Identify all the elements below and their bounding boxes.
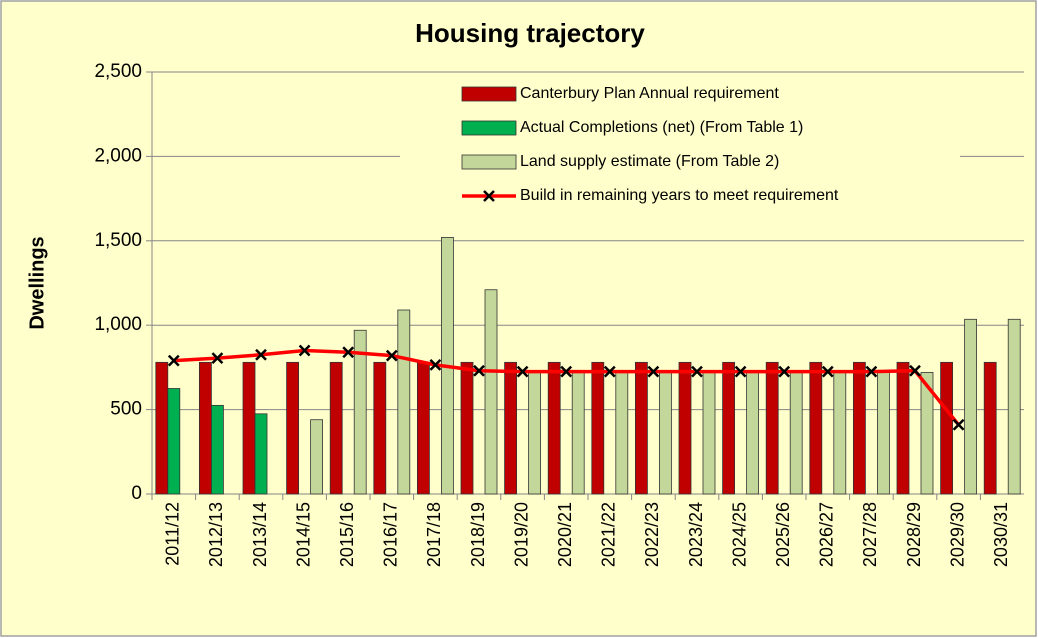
bar (853, 361, 866, 495)
bar (155, 361, 169, 495)
bar (373, 361, 387, 495)
marker (647, 365, 660, 378)
bar (286, 361, 300, 495)
bar (789, 372, 803, 495)
x-tick-label: 2011/12 (163, 502, 183, 566)
marker (167, 354, 180, 367)
x-tick-label: 2027/28 (860, 502, 880, 567)
legend-marker (483, 190, 495, 202)
marker (429, 358, 442, 371)
bar (809, 361, 823, 495)
marker (560, 365, 573, 378)
bar (678, 361, 692, 495)
chart-title: Housing trajectory (415, 18, 645, 48)
bar (964, 318, 977, 495)
bar (353, 329, 367, 495)
bar (460, 361, 474, 495)
x-tick-label: 2023/24 (686, 502, 706, 567)
bar (833, 372, 847, 495)
marker (734, 365, 747, 378)
x-tick-label: 2029/30 (947, 502, 967, 567)
bar (397, 309, 411, 495)
marker (778, 365, 791, 378)
bar (940, 361, 953, 495)
marker (473, 364, 485, 377)
x-tick-label: 2019/20 (511, 502, 531, 567)
y-tick-label: 2,500 (94, 61, 142, 82)
bar (167, 388, 181, 495)
bar (254, 413, 268, 495)
y-axis-label: Dwellings (26, 236, 48, 329)
marker (298, 344, 311, 357)
x-tick-label: 2015/16 (337, 502, 357, 567)
x-tick-label: 2025/26 (773, 502, 793, 567)
bar (547, 361, 561, 495)
legend-label: Land supply estimate (From Table 2) (520, 153, 779, 170)
legend-label: Canterbury Plan Annual requirement (520, 85, 779, 102)
bar (920, 372, 934, 495)
bar (571, 372, 585, 495)
bar (722, 361, 735, 495)
marker (255, 348, 267, 361)
bar (983, 361, 997, 495)
x-tick-label: 2018/19 (468, 502, 488, 567)
bar (416, 361, 430, 495)
bar (635, 361, 648, 495)
marker (385, 349, 398, 362)
x-tick-label: 2021/22 (599, 502, 619, 567)
x-tick-label: 2020/21 (555, 502, 575, 567)
marker (516, 365, 529, 378)
legend-swatch (461, 120, 517, 136)
x-tick-label: 2012/13 (206, 502, 226, 567)
bar (484, 289, 498, 495)
x-tick-label: 2024/25 (729, 502, 749, 567)
marker (952, 418, 965, 431)
y-tick-label: 1,500 (94, 230, 142, 251)
marker (211, 352, 224, 364)
bar (528, 372, 541, 495)
marker (342, 346, 355, 359)
x-tick-label: 2026/27 (817, 502, 837, 567)
legend-label: Build in remaining years to meet require… (520, 187, 839, 204)
x-tick-label: 2030/31 (991, 502, 1011, 567)
marker (691, 365, 703, 378)
bar (702, 372, 716, 495)
legend-swatch (461, 154, 517, 170)
bar (1007, 318, 1021, 495)
bar (765, 361, 779, 495)
bar (329, 361, 343, 495)
bar (591, 361, 605, 495)
bar (198, 361, 212, 495)
bar (615, 372, 629, 495)
y-tick-label: 0 (131, 483, 142, 504)
bar (659, 372, 672, 495)
x-tick-label: 2028/29 (904, 502, 924, 567)
x-tick-label: 2013/14 (250, 502, 270, 567)
bar (242, 361, 256, 495)
marker (821, 365, 834, 378)
y-tick-label: 1,000 (94, 314, 142, 335)
legend-label: Actual Completions (net) (From Table 1) (520, 119, 803, 136)
marker (603, 365, 616, 378)
bar (746, 372, 759, 495)
x-tick-label: 2014/15 (293, 502, 313, 567)
x-tick-label: 2022/23 (642, 502, 662, 567)
bar (504, 361, 518, 495)
x-tick-label: 2017/18 (424, 502, 444, 567)
y-tick-label: 500 (110, 399, 142, 420)
marker (865, 365, 878, 378)
bar (896, 361, 910, 495)
marker (909, 364, 921, 377)
bar (877, 372, 890, 495)
y-tick-label: 2,000 (94, 145, 142, 166)
bar (310, 419, 324, 495)
bar (210, 404, 224, 495)
legend-swatch (461, 86, 517, 102)
x-tick-label: 2016/17 (381, 502, 401, 567)
